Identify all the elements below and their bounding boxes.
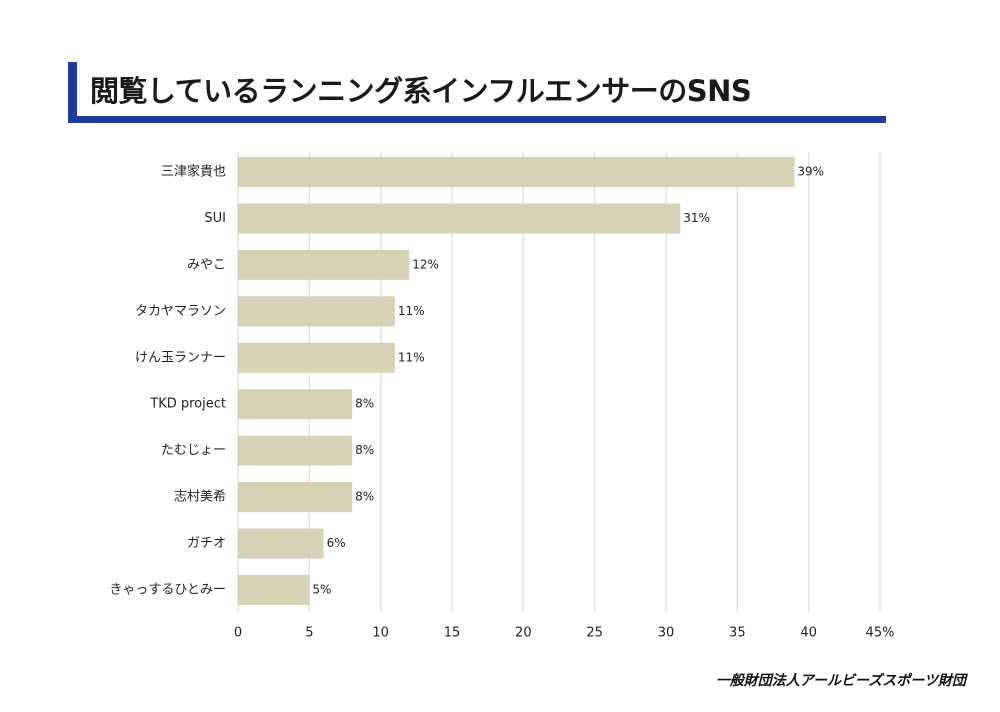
title-underline xyxy=(68,116,886,123)
bar xyxy=(238,575,310,605)
category-label: SUI xyxy=(204,211,226,226)
category-label: 志村美希 xyxy=(174,490,226,505)
x-tick-label: 25 xyxy=(586,626,603,641)
data-label: 11% xyxy=(398,350,425,364)
category-label: ガチオ xyxy=(187,536,226,551)
x-tick-label: 5 xyxy=(305,626,313,641)
category-label: けん玉ランナー xyxy=(135,350,226,365)
category-label: タカヤマラソン xyxy=(135,304,226,319)
x-tick-label: 10 xyxy=(372,626,389,641)
bar xyxy=(238,296,395,327)
data-label: 12% xyxy=(412,257,439,271)
title-block: 閲覧しているランニング系インフルエンサーのSNS xyxy=(68,62,888,123)
title-accent-bar xyxy=(68,62,77,120)
bar xyxy=(238,157,795,187)
bar xyxy=(238,482,353,513)
bar xyxy=(238,389,353,420)
category-label: きゃっするひとみー xyxy=(109,583,226,598)
data-label: 11% xyxy=(398,304,425,318)
data-label: 8% xyxy=(355,490,374,504)
x-tick-label: 35 xyxy=(729,626,746,641)
x-tick-label: 20 xyxy=(515,626,532,641)
bar xyxy=(238,203,681,234)
x-tick-label: 30 xyxy=(658,626,675,641)
bar xyxy=(238,342,395,373)
x-tick-label: 45% xyxy=(866,626,895,641)
bar xyxy=(238,249,410,280)
x-tick-label: 40 xyxy=(800,626,817,641)
category-label: たむじょー xyxy=(161,443,226,458)
chart-title: 閲覧しているランニング系インフルエンサーのSNS xyxy=(90,74,752,108)
data-label: 8% xyxy=(355,397,374,411)
category-label: TKD project xyxy=(149,397,226,412)
data-label: 5% xyxy=(312,583,331,597)
x-tick-label: 15 xyxy=(444,626,461,641)
data-label: 8% xyxy=(355,443,374,457)
data-label: 39% xyxy=(797,165,824,179)
source-credit: 一般財団法人アールビーズスポーツ財団 xyxy=(715,673,966,689)
x-tick-label: 0 xyxy=(234,626,242,641)
category-label: みやこ xyxy=(187,257,226,272)
data-label: 6% xyxy=(327,536,346,550)
bar xyxy=(238,435,353,466)
data-label: 31% xyxy=(683,211,710,225)
category-label: 三津家貴也 xyxy=(161,164,226,180)
bar xyxy=(238,528,324,559)
